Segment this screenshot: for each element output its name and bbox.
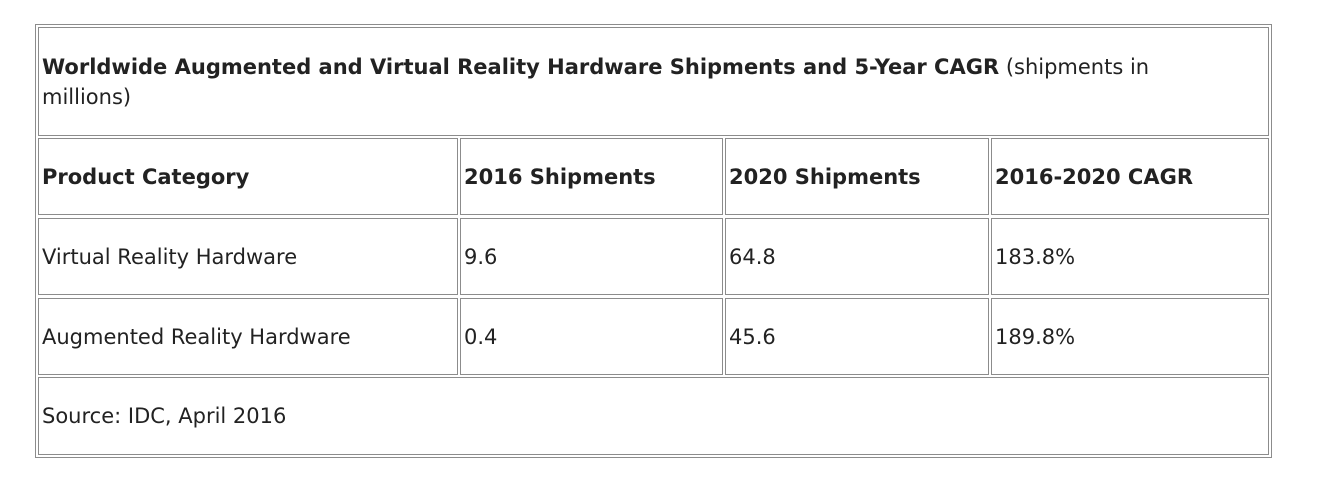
header-2020-shipments: 2020 Shipments [725, 138, 989, 215]
table-cell-cagr: 183.8% [991, 218, 1269, 295]
table-title: Worldwide Augmented and Virtual Reality … [42, 55, 1000, 79]
cell-value: Augmented Reality Hardware [42, 324, 351, 349]
header-label: 2016 Shipments [464, 164, 656, 189]
header-label: 2016-2020 CAGR [995, 164, 1193, 189]
table-source-cell: Source: IDC, April 2016 [38, 377, 1269, 455]
table-cell-category: Virtual Reality Hardware [38, 218, 458, 295]
header-2016-shipments: 2016 Shipments [460, 138, 723, 215]
table-cell-2020: 64.8 [725, 218, 989, 295]
header-product-category: Product Category [38, 138, 458, 215]
header-label: 2020 Shipments [729, 164, 921, 189]
table-cell-2020: 45.6 [725, 298, 989, 375]
cell-value: 0.4 [464, 324, 498, 349]
header-cagr: 2016-2020 CAGR [991, 138, 1269, 215]
cell-value: 9.6 [464, 244, 498, 269]
header-label: Product Category [42, 164, 250, 189]
source-note: Source: IDC, April 2016 [42, 404, 287, 428]
table-cell-cagr: 189.8% [991, 298, 1269, 375]
table-cell-2016: 0.4 [460, 298, 723, 375]
table-cell-category: Augmented Reality Hardware [38, 298, 458, 375]
table-cell-2016: 9.6 [460, 218, 723, 295]
table-subtitle: (shipments in millions) [42, 55, 1150, 109]
cell-value: Virtual Reality Hardware [42, 244, 298, 269]
cell-value: 183.8% [995, 244, 1076, 269]
cell-value: 64.8 [729, 244, 776, 269]
cell-value: 45.6 [729, 324, 776, 349]
table-title-cell: Worldwide Augmented and Virtual Reality … [38, 27, 1269, 136]
cell-value: 189.8% [995, 324, 1076, 349]
